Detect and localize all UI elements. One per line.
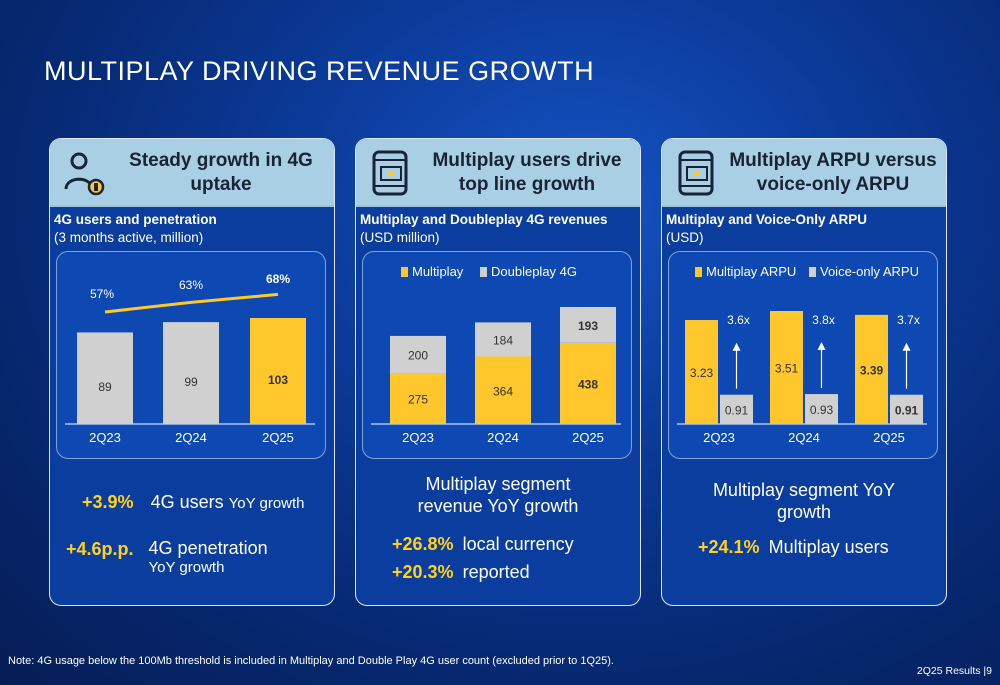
bar-doubleplay-2Q23	[390, 335, 446, 374]
page-title: MULTIPLAY DRIVING REVENUE GROWTH	[44, 56, 595, 86]
multiple-label: 3.6x	[727, 313, 750, 327]
bar-2Q23	[77, 332, 133, 424]
chart-subtitle: Multiplay and Voice-Only ARPU (USD)	[666, 212, 868, 245]
card-heading: Steady growth in 4G uptake	[129, 150, 313, 195]
user-signal-icon	[64, 152, 105, 196]
tick-label: 2Q23	[89, 430, 121, 445]
bar-value-label: 99	[184, 375, 198, 389]
card-arpu: Multiplay ARPU versus voice-only ARPU Mu…	[661, 138, 947, 606]
multiple-arrow-head	[817, 342, 826, 351]
multiple-arrow-head	[902, 342, 911, 351]
bar-value-label: 364	[493, 384, 513, 398]
card-4g-uptake: Steady growth in 4G uptake 4G users and …	[49, 138, 335, 606]
bar-value-label: 438	[578, 377, 598, 391]
bar-voice-arpu-2Q23	[720, 394, 753, 424]
legend-label: Voice-only ARPU	[820, 264, 919, 279]
card-caption: Multiplay segment revenue YoY growth	[417, 474, 579, 516]
kpi-reported: +20.3% reported	[392, 562, 530, 582]
bar-voice-arpu-2Q24	[805, 394, 838, 424]
chart1-svg: 89 2Q23 99 2Q24 103 2Q25 57% 63% 68%	[65, 272, 315, 445]
chart-subtitle: 4G users and penetration (3 months activ…	[54, 212, 217, 245]
tick-label: 2Q25	[262, 430, 294, 445]
tick-label: 2Q24	[175, 430, 207, 445]
bar-value-label: 193	[578, 319, 598, 333]
penetration-line	[104, 292, 279, 314]
bar-multiplay-2Q25	[560, 342, 616, 424]
bar-value-label: 0.91	[895, 403, 919, 417]
tick-label: 2Q23	[402, 430, 434, 445]
legend-swatch	[809, 267, 816, 277]
bar-value-label: 89	[98, 380, 112, 394]
bar-value-label: 184	[493, 333, 513, 347]
legend-label: Multiplay	[412, 264, 464, 279]
bar-value-label: 200	[408, 348, 428, 362]
bar-value-label: 103	[268, 373, 288, 387]
legend-swatch	[480, 267, 487, 277]
kpi-multiplay-users: +24.1% Multiplay users	[698, 537, 889, 557]
multiple-arrow-head	[732, 342, 741, 351]
footnote: Note: 4G usage below the 100Mb threshold…	[8, 655, 614, 667]
bar-value-label: 275	[408, 393, 428, 407]
legend-swatch	[695, 267, 702, 277]
legend-label: Doubleplay 4G	[491, 264, 577, 279]
bar-doubleplay-2Q24	[475, 322, 531, 357]
phone-money-icon	[678, 150, 714, 196]
card-heading: Multiplay ARPU versus voice-only ARPU	[729, 150, 937, 195]
chart3-svg: Multiplay ARPU Voice-only ARPU 3.23 0.91 3.6…	[677, 264, 927, 445]
tick-label: 2Q24	[487, 430, 519, 445]
bar-multiplay-arpu-2Q24	[770, 311, 803, 424]
bar-doubleplay-2Q25	[560, 307, 616, 343]
bar-multiplay-arpu-2Q23	[685, 320, 718, 424]
penetration-label: 63%	[179, 278, 203, 292]
bar-2Q25	[250, 318, 306, 424]
phone-money-icon	[372, 150, 408, 196]
bar-multiplay-2Q23	[390, 373, 446, 424]
card-header: Steady growth in 4G uptake	[50, 139, 334, 207]
chart-arpu: Multiplay ARPU Voice-only ARPU 3.23 0.91 3.6…	[668, 251, 938, 459]
bar-value-label: 0.91	[725, 403, 749, 417]
page-footer: 2Q25 Results |9	[916, 665, 992, 677]
tick-label: 2Q24	[788, 430, 820, 445]
bar-value-label: 3.23	[690, 366, 714, 380]
multiple-label: 3.7x	[897, 313, 920, 327]
card-caption: Multiplay segment YoY growth	[712, 480, 896, 522]
chart-subtitle: Multiplay and Doubleplay 4G revenues (US…	[360, 212, 608, 245]
penetration-label: 57%	[90, 287, 114, 301]
chart-users-penetration: 89 2Q23 99 2Q24 103 2Q25 57% 63% 68%	[56, 251, 326, 459]
legend-label: Multiplay ARPU	[706, 264, 796, 279]
legend-swatch	[401, 267, 408, 277]
kpi-penetration: +4.6p.p. 4G penetration YoY growth	[66, 538, 268, 577]
chart2-svg: Multiplay Doubleplay 4G 275 200 2Q23 364 184 2Q…	[371, 264, 621, 445]
penetration-label: 68%	[266, 272, 290, 286]
bar-value-label: 3.39	[860, 363, 884, 377]
card-header: Multiplay users drive top line growth	[356, 139, 640, 207]
bar-value-label: 3.51	[775, 362, 799, 376]
tick-label: 2Q25	[873, 430, 905, 445]
kpi-users: +3.9% 4G users YoY growth	[82, 492, 305, 512]
multiple-label: 3.8x	[812, 313, 835, 327]
card-multiplay-revenue: Multiplay users drive top line growth Mu…	[355, 138, 641, 606]
tick-label: 2Q23	[703, 430, 735, 445]
bar-multiplay-2Q24	[475, 356, 531, 424]
bar-value-label: 0.93	[810, 403, 834, 417]
bar-voice-arpu-2Q25	[890, 394, 923, 424]
kpi-local-currency: +26.8% local currency	[392, 534, 574, 554]
chart-revenues: Multiplay Doubleplay 4G 275 200 2Q23 364 184 2Q…	[362, 251, 632, 459]
bar-2Q24	[163, 322, 219, 424]
tick-label: 2Q25	[572, 430, 604, 445]
card-header: Multiplay ARPU versus voice-only ARPU	[662, 139, 946, 207]
bar-multiplay-arpu-2Q25	[855, 314, 888, 424]
card-heading: Multiplay users drive top line growth	[432, 150, 622, 195]
